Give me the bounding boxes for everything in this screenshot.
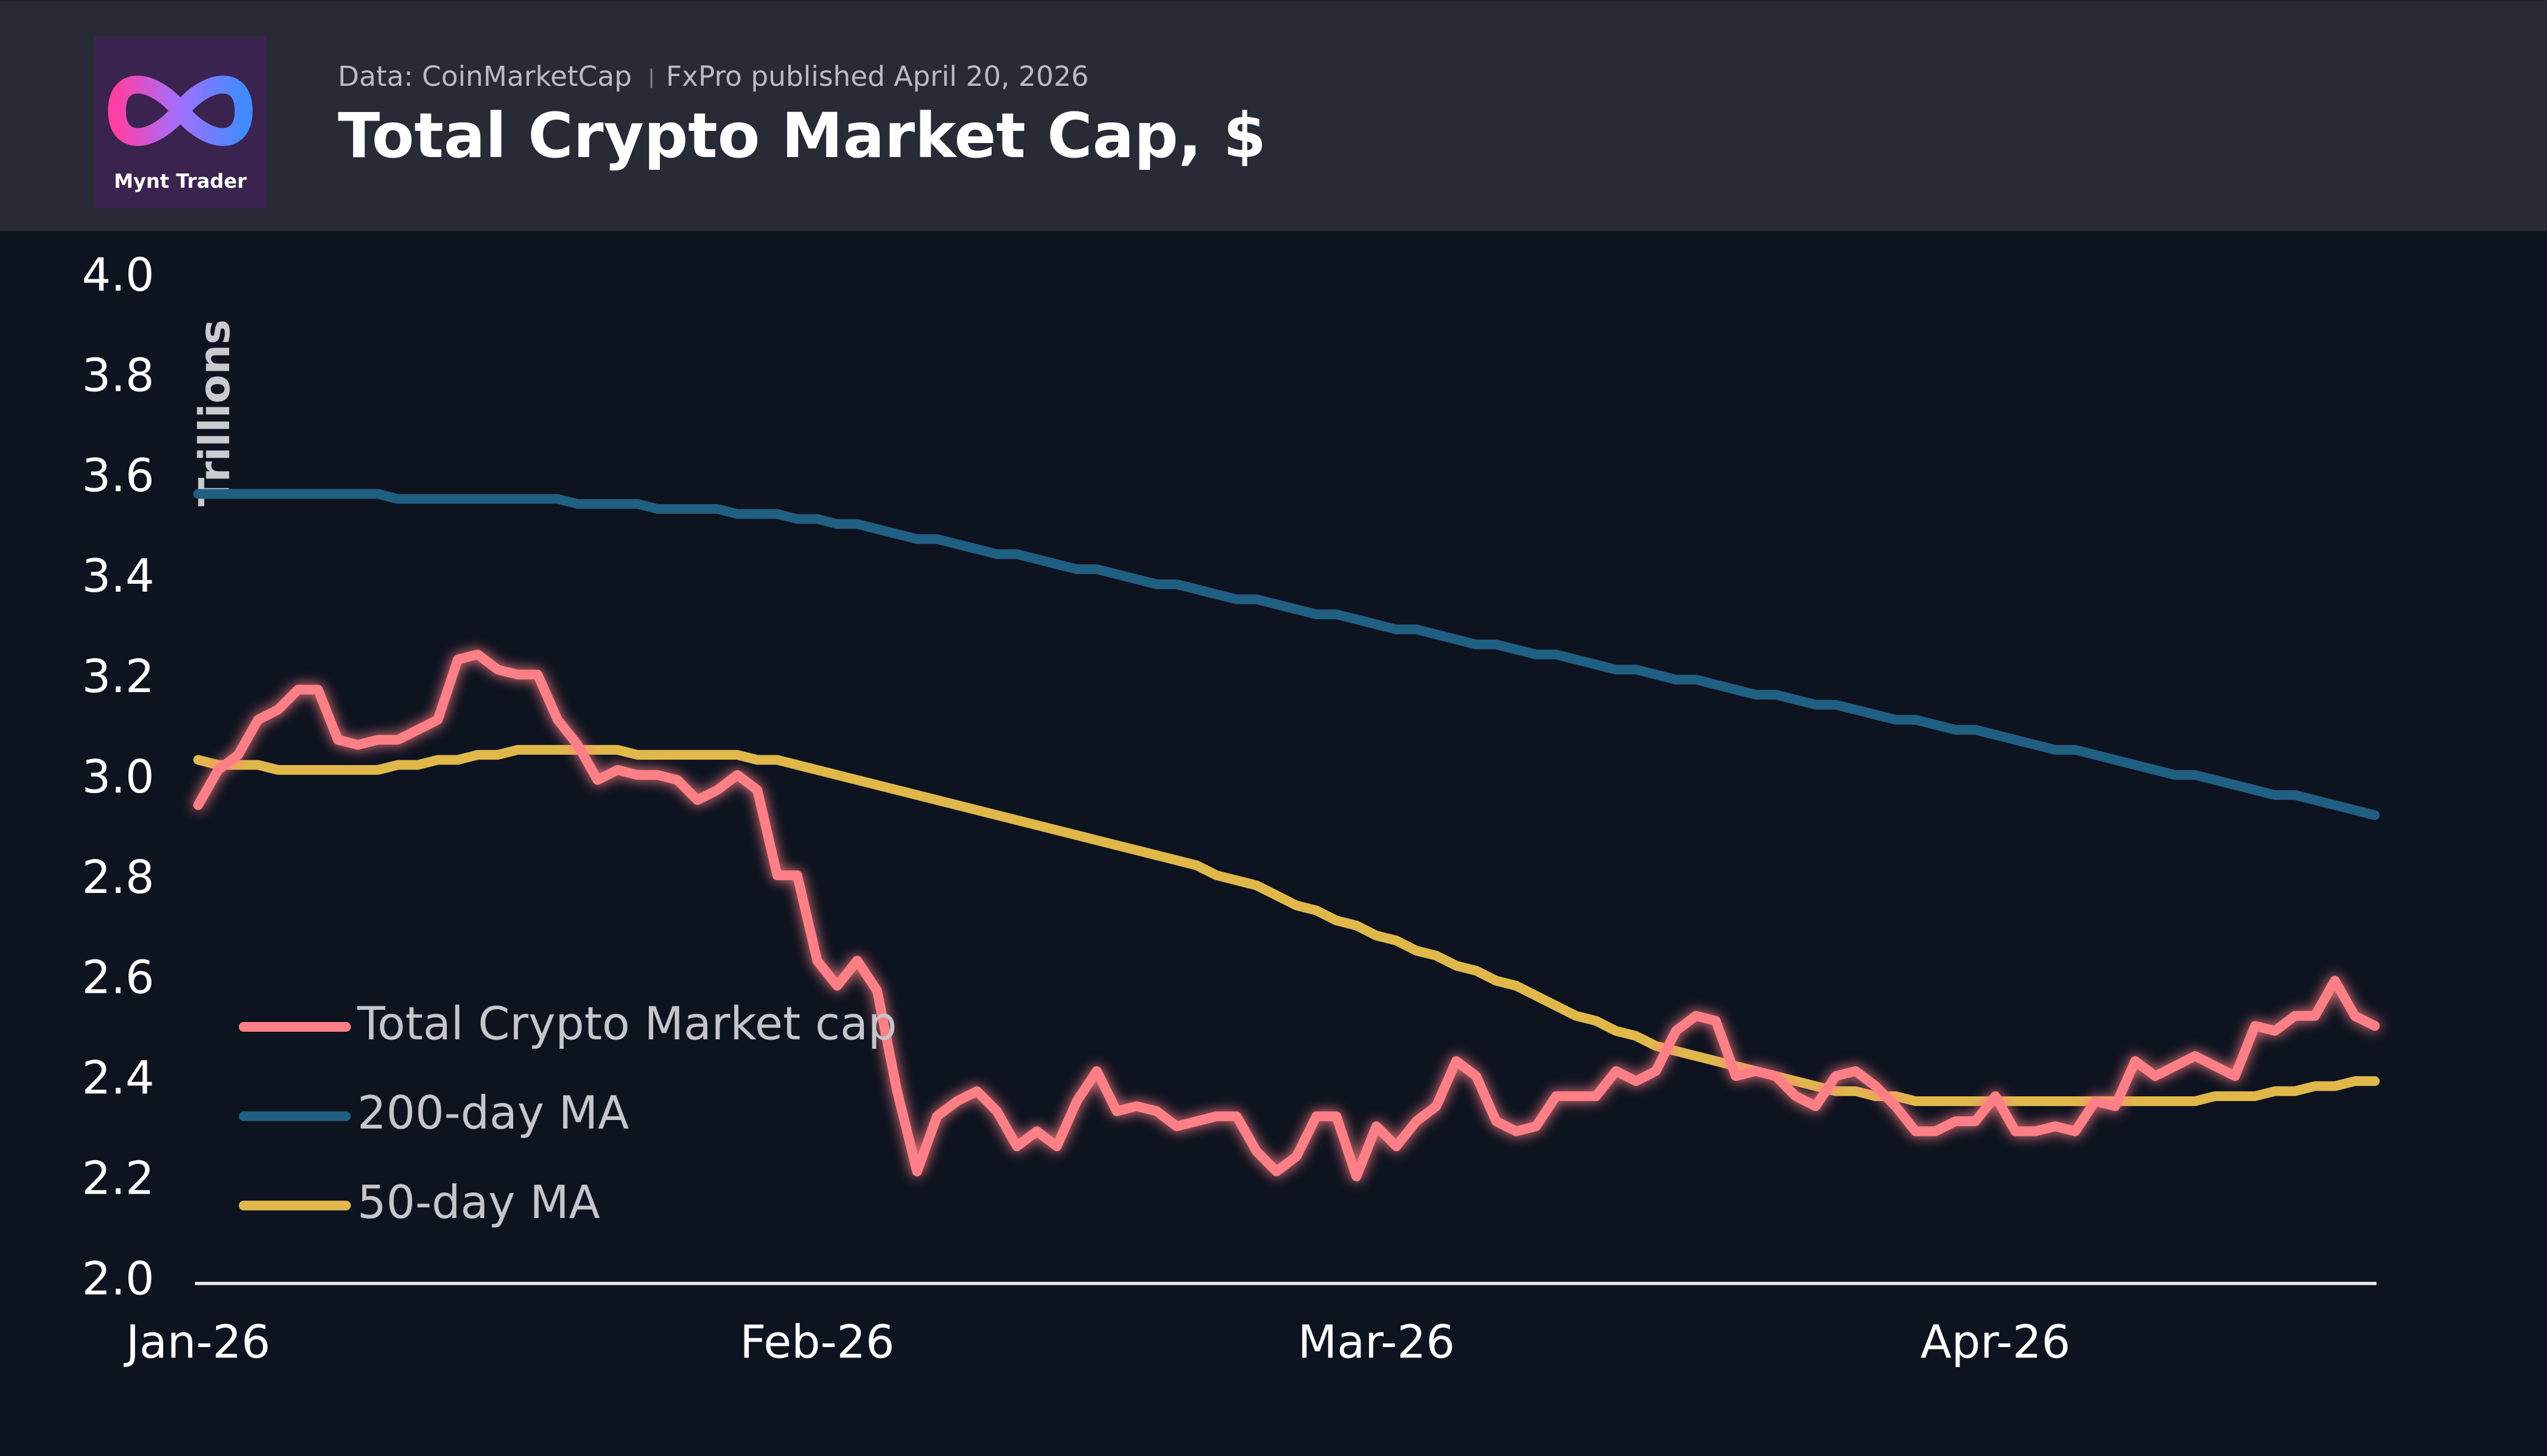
x-tick-label: Mar-26 (1298, 1315, 1455, 1368)
published: FxPro published April 20, 2026 (666, 60, 1088, 93)
x-tick-label: Feb-26 (740, 1315, 894, 1368)
y-tick-label: 3.2 (82, 650, 155, 703)
x-tick-label: Jan-26 (124, 1315, 270, 1368)
source: Data: CoinMarketCap (338, 60, 632, 93)
y-tick-label: 2.2 (82, 1152, 155, 1205)
y-tick-label: 2.4 (82, 1052, 155, 1105)
series-line (193, 649, 2380, 1181)
y-tick-label: 3.0 (82, 751, 155, 803)
y-axis-label: Trillions (191, 320, 240, 506)
legend-label: 200-day MA (357, 1087, 629, 1139)
legend-label: 50-day MA (357, 1176, 600, 1229)
series-line (193, 489, 2380, 821)
chart-title: Total Crypto Market Cap, $ (338, 100, 1266, 172)
y-tick-label: 4.0 (82, 248, 155, 301)
y-tick-label: 3.8 (82, 349, 155, 402)
legend-label: Total Crypto Market cap (357, 997, 897, 1050)
x-tick-label: Apr-26 (1921, 1315, 2070, 1368)
y-tick-label: 2.0 (82, 1252, 155, 1305)
header-bar (0, 0, 2547, 231)
series-line (193, 744, 2380, 1107)
y-tick-label: 2.6 (82, 951, 155, 1004)
y-tick-label: 3.6 (82, 449, 155, 502)
logo-icon (108, 75, 253, 146)
logo-text: Mynt Trader (114, 169, 247, 192)
y-tick-label: 3.4 (82, 550, 155, 603)
y-tick-label: 2.8 (82, 851, 155, 904)
